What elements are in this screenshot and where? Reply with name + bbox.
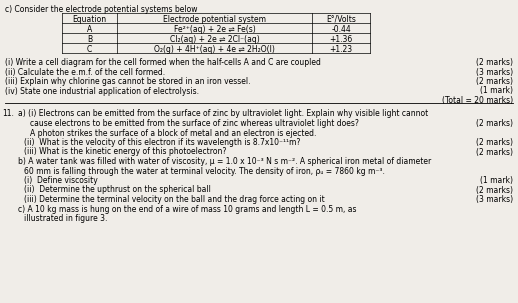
Text: (ii)  What is the velocity of this electron if its wavelength is 8.7x10⁻¹¹m?: (ii) What is the velocity of this electr… bbox=[24, 138, 300, 147]
Text: (1 mark): (1 mark) bbox=[480, 176, 513, 185]
Text: c) Consider the electrode potential systems below: c) Consider the electrode potential syst… bbox=[5, 5, 197, 14]
Text: +1.36: +1.36 bbox=[329, 35, 353, 44]
Text: (ii) Calculate the e.m.f. of the cell formed.: (ii) Calculate the e.m.f. of the cell fo… bbox=[5, 68, 165, 76]
Text: (2 marks): (2 marks) bbox=[476, 77, 513, 86]
Text: 60 mm is falling through the water at terminal velocity. The density of iron, ρᵤ: 60 mm is falling through the water at te… bbox=[24, 167, 385, 175]
Text: Cl₂(aq) + 2e ⇌ 2Cl⁻(aq): Cl₂(aq) + 2e ⇌ 2Cl⁻(aq) bbox=[169, 35, 260, 44]
Text: (Total = 20 marks): (Total = 20 marks) bbox=[442, 96, 513, 105]
Text: a) (i) Electrons can be emitted from the surface of zinc by ultraviolet light. E: a) (i) Electrons can be emitted from the… bbox=[18, 109, 428, 118]
Text: (ii)  Determine the upthrust on the spherical ball: (ii) Determine the upthrust on the spher… bbox=[24, 185, 211, 195]
Text: (2 marks): (2 marks) bbox=[476, 119, 513, 128]
Text: E°/Volts: E°/Volts bbox=[326, 15, 356, 24]
Text: A: A bbox=[87, 25, 92, 34]
Text: (3 marks): (3 marks) bbox=[476, 195, 513, 204]
Text: (2 marks): (2 marks) bbox=[476, 138, 513, 147]
Text: (iv) State one industrial application of electrolysis.: (iv) State one industrial application of… bbox=[5, 86, 199, 95]
Text: (iii) Determine the terminal velocity on the ball and the drag force acting on i: (iii) Determine the terminal velocity on… bbox=[24, 195, 325, 204]
Text: (i) Write a cell diagram for the cell formed when the half-cells A and C are cou: (i) Write a cell diagram for the cell fo… bbox=[5, 58, 321, 67]
Text: (i)  Define viscosity: (i) Define viscosity bbox=[24, 176, 98, 185]
Text: (2 marks): (2 marks) bbox=[476, 58, 513, 67]
Text: C: C bbox=[87, 45, 92, 54]
Text: (iii) Explain why chlorine gas cannot be stored in an iron vessel.: (iii) Explain why chlorine gas cannot be… bbox=[5, 77, 251, 86]
Text: Fe²⁺(aq) + 2e ⇌ Fe(s): Fe²⁺(aq) + 2e ⇌ Fe(s) bbox=[174, 25, 255, 34]
Text: (2 marks): (2 marks) bbox=[476, 185, 513, 195]
Text: Equation: Equation bbox=[73, 15, 107, 24]
Text: cause electrons to be emitted from the surface of zinc whereas ultraviolet light: cause electrons to be emitted from the s… bbox=[30, 119, 359, 128]
Text: Electrode potential system: Electrode potential system bbox=[163, 15, 266, 24]
Text: c) A 10 kg mass is hung on the end of a wire of mass 10 grams and length L = 0.5: c) A 10 kg mass is hung on the end of a … bbox=[18, 205, 356, 214]
Text: O₂(g) + 4H⁺(aq) + 4e ⇌ 2H₂O(l): O₂(g) + 4H⁺(aq) + 4e ⇌ 2H₂O(l) bbox=[154, 45, 275, 54]
Text: 11.: 11. bbox=[2, 109, 14, 118]
Text: -0.44: -0.44 bbox=[331, 25, 351, 34]
Text: (1 mark): (1 mark) bbox=[480, 86, 513, 95]
Text: (3 marks): (3 marks) bbox=[476, 68, 513, 76]
Text: b) A water tank was filled with water of viscosity, μ = 1.0 x 10⁻³ N s m⁻². A sp: b) A water tank was filled with water of… bbox=[18, 157, 431, 166]
Text: +1.23: +1.23 bbox=[329, 45, 353, 54]
Text: B: B bbox=[87, 35, 92, 44]
Text: (iii) What is the kinetic energy of this photoelectron?: (iii) What is the kinetic energy of this… bbox=[24, 148, 226, 157]
Text: illustrated in figure 3.: illustrated in figure 3. bbox=[24, 214, 107, 223]
Text: (2 marks): (2 marks) bbox=[476, 148, 513, 157]
Text: A photon strikes the surface of a block of metal and an electron is ejected.: A photon strikes the surface of a block … bbox=[30, 128, 316, 138]
